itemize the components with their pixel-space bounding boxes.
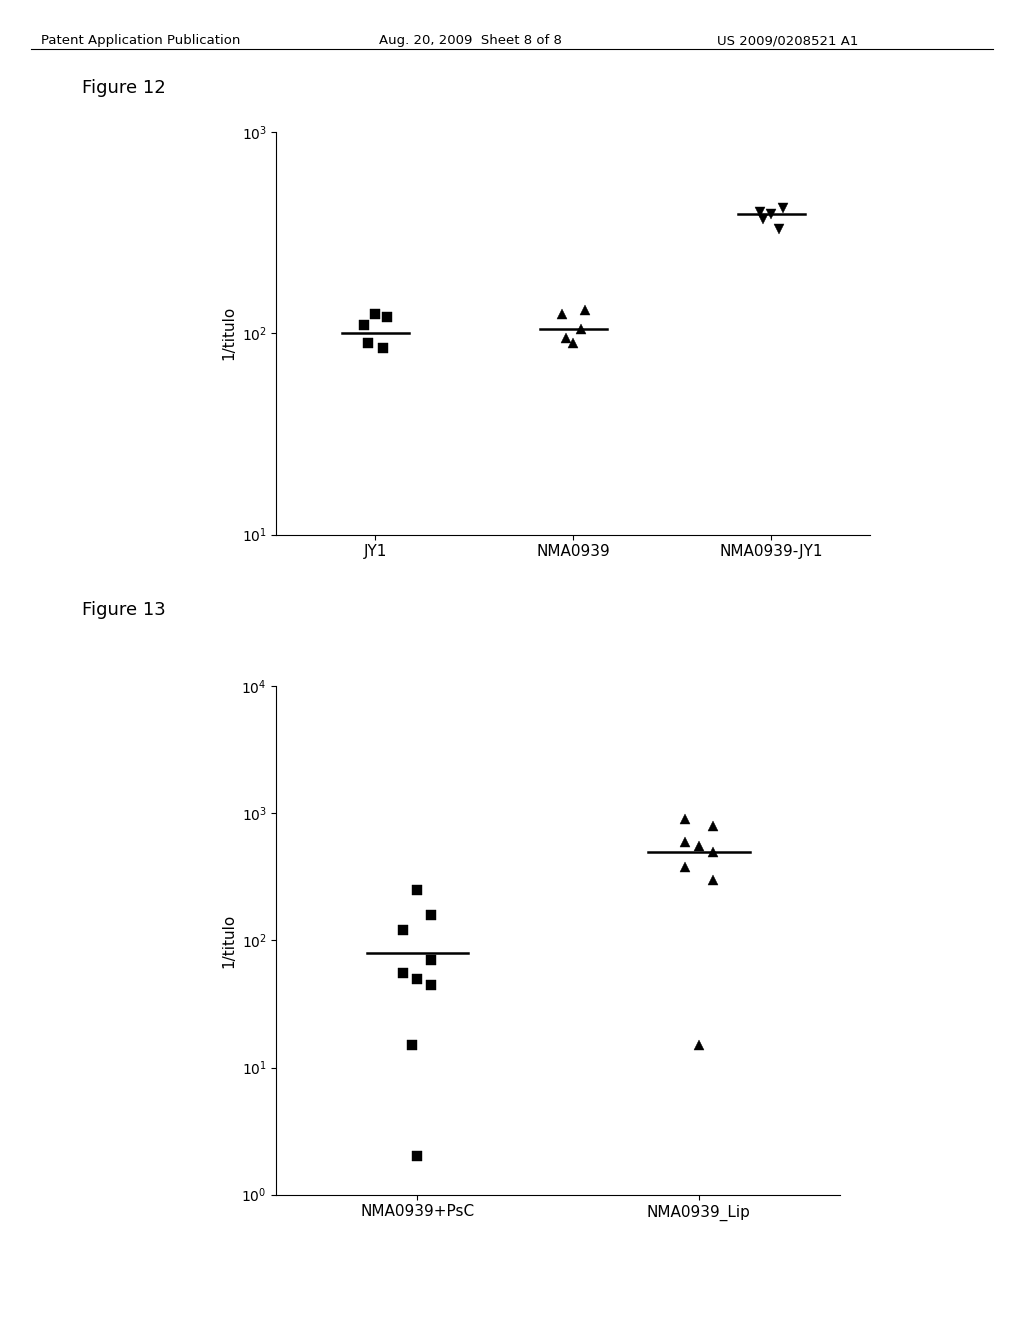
Y-axis label: 1/titulo: 1/titulo (221, 306, 236, 360)
Text: Aug. 20, 2009  Sheet 8 of 8: Aug. 20, 2009 Sheet 8 of 8 (379, 34, 562, 48)
Text: US 2009/0208521 A1: US 2009/0208521 A1 (717, 34, 858, 48)
Text: Figure 13: Figure 13 (82, 601, 166, 619)
Text: Patent Application Publication: Patent Application Publication (41, 34, 241, 48)
Text: Figure 12: Figure 12 (82, 79, 166, 98)
Y-axis label: 1/titulo: 1/titulo (221, 913, 236, 968)
